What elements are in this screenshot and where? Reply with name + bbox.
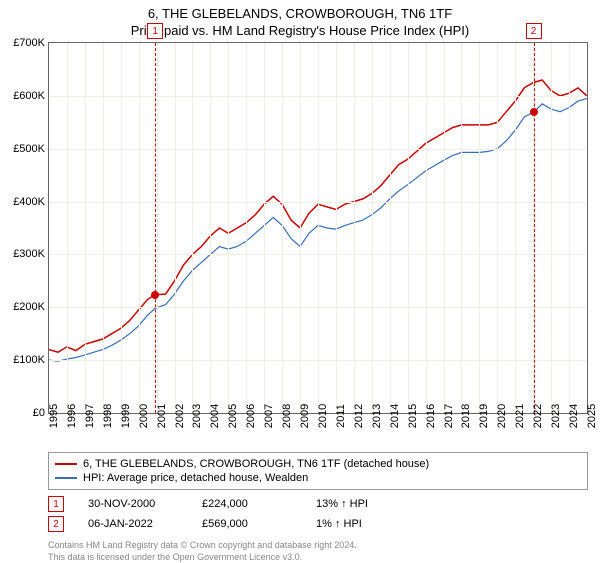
y-tick-label: £400K (13, 196, 45, 208)
x-tick-label: 2001 (156, 404, 168, 428)
x-tick-label: 2010 (317, 404, 329, 428)
x-tick-label: 2021 (514, 404, 526, 428)
x-tick-label: 2005 (227, 404, 239, 428)
marker-pct: 1% ↑ HPI (316, 518, 406, 530)
x-tick-label: 2011 (335, 404, 347, 428)
y-tick-label: £700K (13, 37, 45, 49)
footer-line2: This data is licensed under the Open Gov… (48, 552, 588, 563)
markers-table: 1 30-NOV-2000 £224,000 13% ↑ HPI 2 06-JA… (48, 494, 588, 534)
y-tick-label: £500K (13, 143, 45, 155)
x-tick-label: 1999 (120, 404, 132, 428)
x-tick-label: 1997 (84, 404, 96, 428)
x-tick-label: 1998 (102, 404, 114, 428)
y-tick-label: £0 (33, 407, 45, 419)
x-tick-label: 2009 (299, 404, 311, 428)
x-tick-label: 2013 (371, 404, 383, 428)
x-tick-label: 2000 (138, 404, 150, 428)
legend-swatch (55, 463, 77, 465)
marker-row: 2 06-JAN-2022 £569,000 1% ↑ HPI (48, 514, 588, 534)
x-tick-label: 2016 (425, 404, 437, 428)
x-tick-label: 2017 (443, 404, 455, 428)
y-tick-label: £200K (13, 301, 45, 313)
y-tick-label: £600K (13, 90, 45, 102)
x-tick-label: 2019 (478, 404, 490, 428)
chart-plot-area: £0£100K£200K£300K£400K£500K£600K£700K12 (48, 42, 588, 414)
x-tick-label: 2014 (389, 404, 401, 428)
x-tick-label: 2008 (281, 404, 293, 428)
x-tick-label: 2022 (532, 404, 544, 428)
chart-title-line1: 6, THE GLEBELANDS, CROWBOROUGH, TN6 1TF (0, 0, 600, 21)
x-tick-label: 2020 (496, 404, 508, 428)
marker-price: £224,000 (202, 498, 292, 510)
x-axis-labels: 1995199619971998199920002001200220032004… (48, 414, 588, 450)
x-tick-label: 2023 (550, 404, 562, 428)
footer-line1: Contains HM Land Registry data © Crown c… (48, 540, 588, 552)
legend-swatch (55, 477, 77, 479)
marker-row: 1 30-NOV-2000 £224,000 13% ↑ HPI (48, 494, 588, 514)
legend-label: 6, THE GLEBELANDS, CROWBOROUGH, TN6 1TF … (83, 458, 429, 470)
y-tick-label: £100K (13, 354, 45, 366)
marker-date: 06-JAN-2022 (88, 518, 178, 530)
marker-badge: 2 (48, 516, 64, 532)
x-tick-label: 2015 (407, 404, 419, 428)
marker-date: 30-NOV-2000 (88, 498, 178, 510)
x-tick-label: 2007 (263, 404, 275, 428)
legend-item: 6, THE GLEBELANDS, CROWBOROUGH, TN6 1TF … (55, 457, 581, 471)
event-badge: 1 (147, 23, 163, 39)
marker-pct: 13% ↑ HPI (316, 498, 406, 510)
chart-container: 6, THE GLEBELANDS, CROWBOROUGH, TN6 1TF … (0, 0, 600, 560)
x-tick-label: 2003 (191, 404, 203, 428)
x-tick-label: 2006 (245, 404, 257, 428)
event-dot (530, 108, 538, 116)
x-tick-label: 2012 (353, 404, 365, 428)
event-dot (151, 291, 159, 299)
legend-label: HPI: Average price, detached house, Weal… (83, 472, 308, 484)
chart-title-line2: Price paid vs. HM Land Registry's House … (0, 21, 600, 42)
marker-price: £569,000 (202, 518, 292, 530)
marker-badge: 1 (48, 496, 64, 512)
x-tick-label: 2004 (209, 404, 221, 428)
x-tick-label: 2024 (568, 404, 580, 428)
x-tick-label: 2025 (586, 404, 598, 428)
x-tick-label: 1996 (66, 404, 78, 428)
legend-item: HPI: Average price, detached house, Weal… (55, 471, 581, 485)
chart-legend: 6, THE GLEBELANDS, CROWBOROUGH, TN6 1TF … (48, 452, 588, 490)
y-tick-label: £300K (13, 248, 45, 260)
event-badge: 2 (526, 23, 542, 39)
x-tick-label: 2018 (460, 404, 472, 428)
x-tick-label: 2002 (174, 404, 186, 428)
x-tick-label: 1995 (48, 404, 60, 428)
